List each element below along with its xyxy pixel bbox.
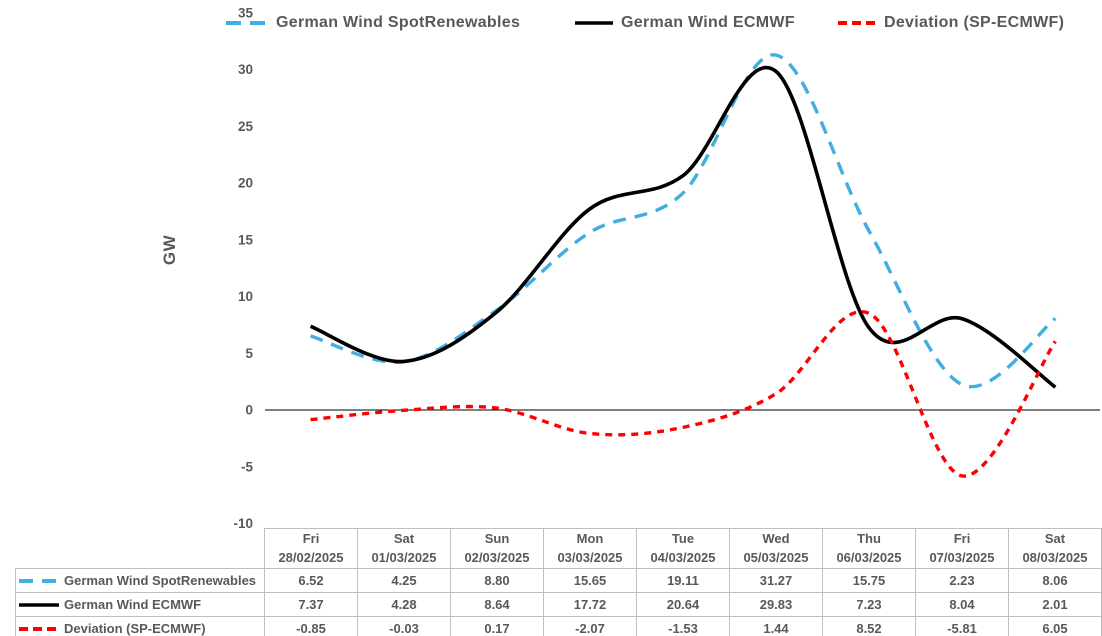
y-axis-title: GW: [160, 234, 179, 266]
column-header-02/03/2025: Sun 02/03/2025: [450, 528, 544, 569]
table-value-cell: -5.81: [915, 616, 1009, 636]
table-row-1: German Wind ECMWF 7.37 4.28 8.64 17.72 20.64 2…: [15, 592, 1102, 617]
row-label-text: German Wind SpotRenewables: [64, 573, 257, 588]
table-value-cell: 7.23: [822, 592, 916, 617]
table-row-2: Deviation (SP-ECMWF) -0.85 -0.03 0.17 -2.07-…: [15, 616, 1102, 636]
table-value-cell: 8.64: [450, 592, 544, 617]
legend-label-deviation: Deviation (SP-ECMWF): [884, 14, 1065, 31]
y-tick-label: 0: [245, 403, 253, 418]
table-value-cell: 15.75: [822, 568, 916, 593]
legend-item-deviation[interactable]: Deviation (SP-ECMWF): [838, 11, 1064, 35]
legend-label-spotrenewables: German Wind SpotRenewables: [276, 14, 521, 31]
y-tick-label: 20: [238, 176, 253, 191]
table-value-cell: 20.64: [636, 592, 730, 617]
forecast-data-table: Fri 28/02/2025 Sat 01/03/2025 Sun 02/03/2025 M…: [15, 528, 1102, 636]
table-value-cell: 15.65: [543, 568, 637, 593]
table-value-cell: 31.27: [729, 568, 823, 593]
row-label-2: Deviation (SP-ECMWF): [15, 616, 265, 636]
table-value-cell: 19.11: [636, 568, 730, 593]
series-marker-icon-1: [19, 602, 59, 607]
legend-item-spotrenewables[interactable]: German Wind SpotRenewables: [226, 11, 520, 35]
y-tick-label: -5: [241, 459, 253, 474]
row-label-text: Deviation (SP-ECMWF): [64, 621, 206, 636]
y-tick-label: 25: [238, 119, 254, 134]
series-marker-icon-0: [19, 578, 59, 583]
y-tick-label: 15: [238, 232, 254, 247]
table-value-cell: 8.52: [822, 616, 916, 636]
column-header-06/03/2025: Thu 06/03/2025: [822, 528, 916, 569]
table-value-cell: 1.44: [729, 616, 823, 636]
table-row-0: German Wind SpotRenewables 6.52 4.25 8.80 15…: [15, 568, 1102, 593]
y-tick-label: 35: [238, 5, 254, 20]
column-header-08/03/2025: Sat 08/03/2025: [1008, 528, 1102, 569]
table-header-row: Fri 28/02/2025 Sat 01/03/2025 Sun 02/03/2025 M…: [16, 528, 1102, 569]
y-tick-label: -10: [233, 516, 253, 528]
column-header-03/03/2025: Mon 03/03/2025: [543, 528, 637, 569]
deviation-dashed-line-icon: [838, 21, 876, 25]
table-value-cell: 4.25: [357, 568, 451, 593]
column-header-05/03/2025: Wed 05/03/2025: [729, 528, 823, 569]
table-value-cell: 7.37: [264, 592, 358, 617]
table-value-cell: -0.85: [264, 616, 358, 636]
table-value-cell: 29.83: [729, 592, 823, 617]
table-value-cell: 6.05: [1008, 616, 1102, 636]
table-value-cell: 2.01: [1008, 592, 1102, 617]
series-line-0: [310, 53, 1057, 389]
table-corner-blank-cell: [16, 529, 265, 569]
y-tick-label: 30: [238, 62, 253, 77]
row-label-1: German Wind ECMWF: [15, 592, 265, 617]
column-header-28/02/2025: Fri 28/02/2025: [264, 528, 358, 569]
y-tick-label: 5: [245, 346, 253, 361]
legend-label-ecmwf: German Wind ECMWF: [621, 14, 795, 31]
column-header-01/03/2025: Sat 01/03/2025: [357, 528, 451, 569]
table-value-cell: 6.52: [264, 568, 358, 593]
series-marker-icon-2: [19, 626, 59, 631]
series-line-2: [310, 309, 1057, 478]
row-label-0: German Wind SpotRenewables: [15, 568, 265, 593]
table-value-cell: -2.07: [543, 616, 637, 636]
legend-item-ecmwf[interactable]: German Wind ECMWF: [575, 11, 795, 35]
table-value-cell: -0.03: [357, 616, 451, 636]
table-value-cell: 4.28: [357, 592, 451, 617]
table-value-cell: 8.04: [915, 592, 1009, 617]
y-tick-label: 10: [238, 289, 253, 304]
table-value-cell: 0.17: [450, 616, 544, 636]
column-header-04/03/2025: Tue 04/03/2025: [636, 528, 730, 569]
series-line-1: [309, 66, 1057, 389]
column-header-07/03/2025: Fri 07/03/2025: [915, 528, 1009, 569]
row-label-text: German Wind ECMWF: [64, 597, 202, 612]
table-value-cell: 2.23: [915, 568, 1009, 593]
table-value-cell: 8.80: [450, 568, 544, 593]
ecmwf-solid-line-icon: [575, 21, 613, 25]
table-value-cell: 17.72: [543, 592, 637, 617]
line-chart-plot-area: 35 30 25 20 15 10 5 0 -5 -10: [233, 5, 1100, 528]
table-value-cell: 8.06: [1008, 568, 1102, 593]
table-value-cell: -1.53: [636, 616, 730, 636]
spotrenewables-dashed-line-icon: [226, 21, 268, 25]
